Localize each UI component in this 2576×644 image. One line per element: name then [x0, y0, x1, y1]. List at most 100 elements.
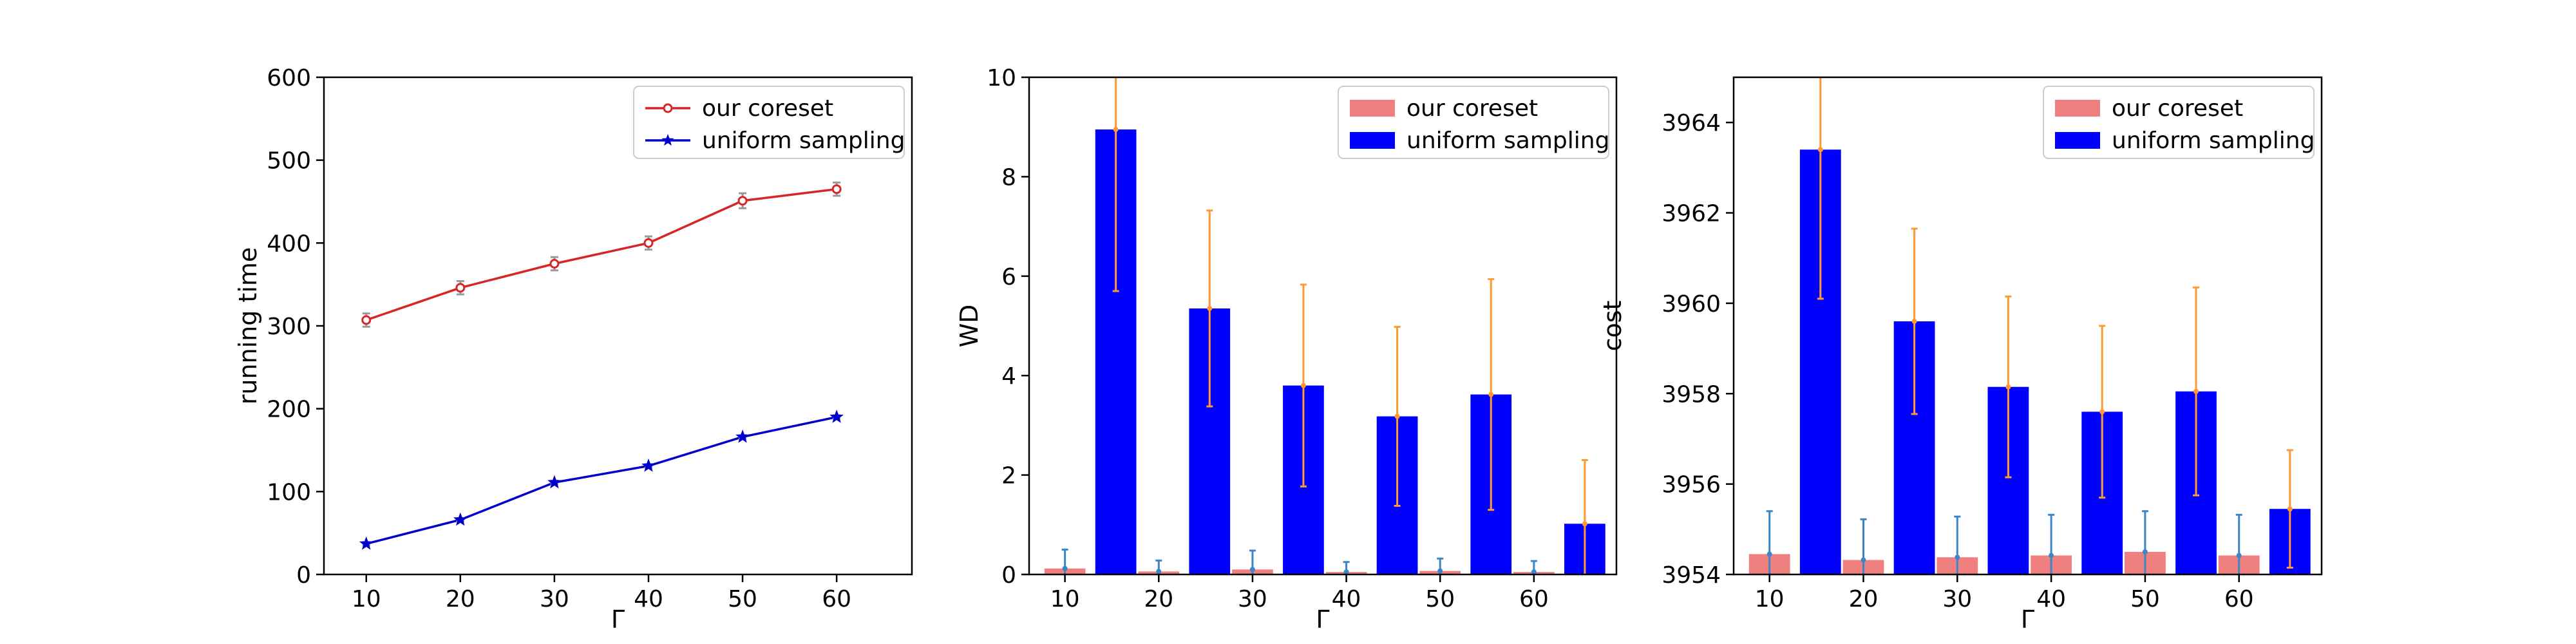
data-point — [831, 184, 842, 194]
error-center — [1488, 392, 1494, 397]
y-tick-label: 3964 — [1662, 110, 1721, 137]
legend-entry: our coreset — [702, 95, 833, 122]
y-tick-label: 0 — [1001, 562, 1016, 589]
error-center — [1394, 413, 1400, 419]
error-center — [2287, 506, 2293, 512]
y-tick-label: 3962 — [1662, 201, 1721, 227]
y-tick-label: 100 — [267, 479, 311, 506]
axes-frame — [1732, 76, 2323, 576]
x-tick-label: 60 — [1519, 586, 1549, 612]
data-point — [361, 315, 372, 325]
x-axis-label: Γ — [1316, 605, 1329, 634]
x-tick-label: 30 — [540, 586, 569, 612]
data-point — [359, 536, 374, 550]
data-point — [453, 512, 468, 526]
error-center — [2099, 409, 2105, 415]
error-center — [1156, 569, 1162, 574]
x-axis-label: Γ — [2021, 605, 2034, 634]
chart-panel-3: 10 20 30 40 50 60 3954 3956 3958 3960 3962 3964 Γcos… — [1598, 76, 2323, 634]
series-line-2 — [366, 415, 837, 545]
legend-box — [1338, 86, 1609, 159]
y-tick-label: 600 — [267, 65, 311, 91]
chart-panel-2: 10 20 30 40 50 60 0 2 4 6 8 10 Γ WD our coreset uniform… — [955, 65, 1618, 634]
y-tick-label: 3954 — [1662, 562, 1721, 589]
error-center — [1343, 569, 1349, 574]
legend: our coreset uniform sampling — [2043, 86, 2315, 159]
y-tick-label: 3960 — [1662, 291, 1721, 317]
x-axis-label: Γ — [611, 605, 625, 634]
legend-entry: uniform sampling — [1406, 128, 1609, 154]
legend-entry: our coreset — [1406, 95, 1538, 122]
x-tick-label: 20 — [1144, 586, 1173, 612]
x-tick-label: 60 — [822, 586, 851, 612]
data-point — [549, 259, 560, 269]
error-center — [1300, 383, 1306, 388]
legend-swatch — [2055, 132, 2100, 149]
error-center — [2005, 384, 2011, 390]
plot-area — [359, 181, 844, 550]
error-center — [1531, 569, 1537, 574]
legend-swatch — [2055, 100, 2100, 117]
y-tick-label: 8 — [1001, 164, 1016, 191]
legend-marker — [663, 103, 673, 113]
series-line-1 — [366, 187, 837, 321]
legend-entry: uniform sampling — [2112, 128, 2315, 154]
x-tick-label: 10 — [1755, 586, 1785, 612]
error-center — [1861, 557, 1866, 563]
x-tick-label: 40 — [2036, 586, 2066, 612]
error-center — [1249, 567, 1255, 573]
legend-marker — [661, 134, 674, 146]
x-tick-label: 20 — [446, 586, 475, 612]
y-tick-label: 6 — [1001, 264, 1016, 290]
data-point — [547, 475, 562, 489]
axes-frame — [1028, 76, 1618, 576]
y-tick-label: 400 — [267, 231, 311, 257]
data-point — [641, 458, 656, 472]
data-point — [737, 196, 748, 206]
x-tick-label: 10 — [1050, 586, 1080, 612]
y-tick-label: 500 — [267, 148, 311, 175]
error-center — [1766, 551, 1772, 557]
x-tick-label: 10 — [352, 586, 381, 612]
legend: our coreset uniform sampling — [1338, 86, 1609, 159]
error-center — [1817, 147, 1823, 153]
plot-area — [1748, 77, 2311, 574]
data-point — [643, 238, 654, 248]
legend-swatch — [1350, 132, 1395, 149]
data-point — [829, 410, 844, 423]
y-tick-label: 200 — [267, 397, 311, 423]
x-tick-label: 30 — [1942, 586, 1972, 612]
y-tick-label: 4 — [1001, 363, 1016, 390]
y-tick-label: 300 — [267, 314, 311, 340]
legend-entry: uniform sampling — [702, 128, 905, 154]
legend-entry: our coreset — [2112, 95, 2243, 122]
error-center — [1062, 565, 1068, 571]
x-tick-label: 40 — [1332, 586, 1361, 612]
x-tick-label: 30 — [1238, 586, 1267, 612]
y-tick-label: 3958 — [1662, 381, 1721, 408]
error-center — [2193, 388, 2199, 394]
y-tick-label: 3956 — [1662, 472, 1721, 498]
y-axis-label: cost — [1598, 301, 1627, 352]
x-tick-label: 50 — [1425, 586, 1455, 612]
error-center — [1582, 521, 1587, 527]
y-axis-label: running time — [234, 247, 262, 405]
legend: our coreset uniform sampling — [633, 86, 905, 159]
error-center — [2142, 549, 2148, 554]
error-center — [2049, 553, 2054, 558]
error-center — [1955, 554, 1960, 560]
error-center — [1207, 305, 1213, 311]
data-point — [455, 283, 466, 293]
error-center — [1437, 568, 1443, 574]
y-axis-label: WD — [955, 305, 983, 348]
error-center — [2236, 553, 2242, 558]
x-tick-label: 20 — [1849, 586, 1879, 612]
chart-panel-1: 10 20 30 40 50 600100200300400500600Γrunning … — [234, 65, 913, 634]
y-tick-label: 0 — [296, 562, 311, 589]
y-tick-label: 10 — [987, 65, 1016, 91]
x-tick-label: 50 — [728, 586, 757, 612]
data-point — [735, 429, 750, 443]
x-tick-label: 60 — [2224, 586, 2254, 612]
plot-area — [1044, 77, 1605, 574]
